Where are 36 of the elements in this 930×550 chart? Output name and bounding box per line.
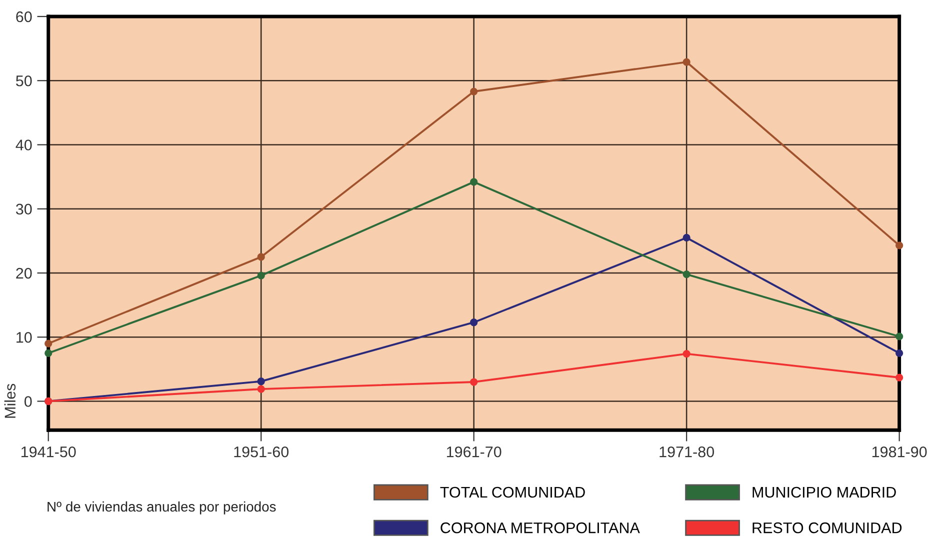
point: [895, 374, 904, 382]
y-tick-label: 30: [16, 204, 32, 215]
legend-label: MUNICIPIO MADRID: [752, 486, 896, 498]
legend-label: CORONA METROPOLITANA: [440, 522, 640, 534]
point: [682, 270, 690, 278]
x-tick-label: 1981-90: [872, 446, 927, 458]
point: [470, 178, 478, 186]
point: [682, 234, 690, 242]
point: [257, 385, 265, 393]
y-tick-label: 60: [16, 11, 32, 22]
y-tick-label: 0: [24, 396, 32, 407]
x-tick-label: 1961-70: [446, 446, 502, 458]
x-tick-label: 1951-60: [234, 446, 289, 458]
point: [895, 242, 904, 250]
x-tick-label: 1971-80: [660, 446, 714, 458]
point: [470, 88, 478, 96]
y-tick-label: 10: [16, 332, 32, 343]
point: [257, 272, 265, 280]
point: [895, 349, 904, 357]
legend-label: TOTAL COMUNIDAD: [440, 486, 585, 498]
text: Nº de viviendas anuales por periodos: [48, 501, 276, 514]
y-tick-label: 50: [16, 75, 32, 86]
legend-label: RESTO COMUNIDAD: [752, 522, 902, 534]
point: [257, 378, 265, 386]
point: [44, 349, 52, 357]
point: [895, 332, 904, 340]
point: [682, 58, 690, 66]
y-tick-label: 40: [16, 140, 32, 150]
point: [682, 350, 690, 358]
x-tick-label: 1941-50: [21, 446, 76, 458]
point: [470, 318, 478, 326]
y-axis-title: Miles: [4, 384, 16, 418]
point: [257, 253, 265, 261]
point: [44, 340, 52, 348]
point: [470, 378, 478, 386]
y-tick-label: 20: [16, 268, 32, 279]
